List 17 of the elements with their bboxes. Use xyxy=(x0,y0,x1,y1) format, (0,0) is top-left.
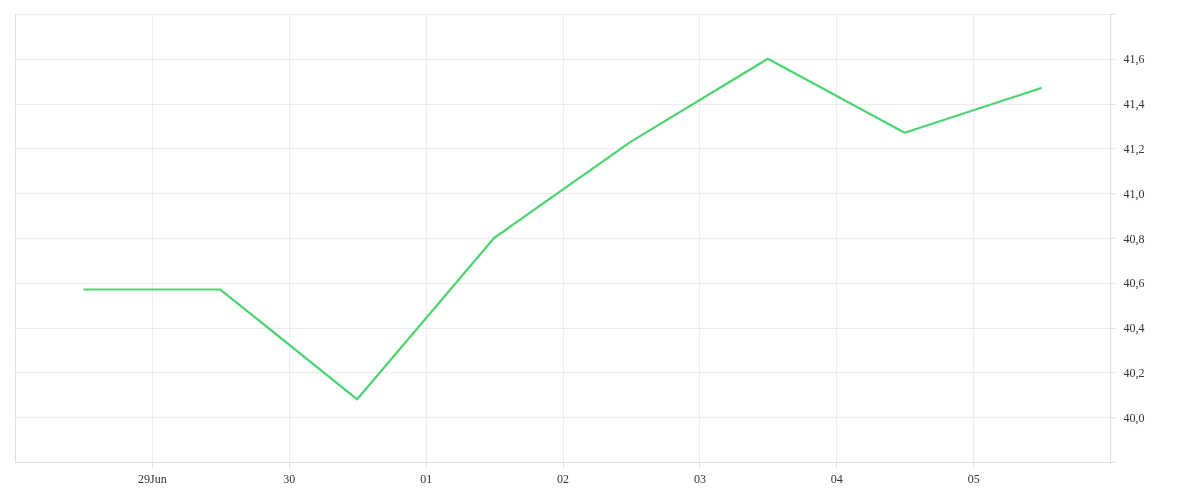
y-tick-label: 40,8 xyxy=(1123,231,1145,246)
y-tick-label: 40,0 xyxy=(1123,410,1145,425)
x-tick-label: 03 xyxy=(693,471,706,486)
x-tick-label: 04 xyxy=(830,471,843,486)
x-tick-label: 05 xyxy=(967,471,980,486)
y-tick-label: 41,6 xyxy=(1123,52,1145,67)
x-tick-label: 02 xyxy=(557,471,569,486)
y-tick-label: 40,6 xyxy=(1123,276,1145,291)
y-tick-label: 40,2 xyxy=(1123,365,1145,380)
x-tick-label: 01 xyxy=(420,471,433,486)
line-series xyxy=(82,57,1043,401)
x-tick-label: 29Jun xyxy=(138,471,167,486)
x-tick-label: 30 xyxy=(283,471,296,486)
y-tick-label: 41,2 xyxy=(1123,141,1145,156)
y-tick-label: 41,0 xyxy=(1123,186,1145,201)
y-tick-label: 40,4 xyxy=(1123,321,1145,336)
y-tick-label: 41,4 xyxy=(1123,97,1145,112)
